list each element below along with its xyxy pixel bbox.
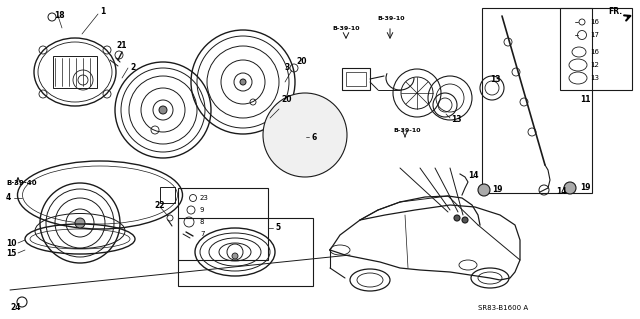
Bar [342, 68, 370, 90]
Bar [178, 188, 268, 260]
Text: 21: 21 [116, 41, 127, 49]
Bar [560, 8, 632, 90]
Text: 17: 17 [590, 32, 599, 38]
Text: B-39-10: B-39-10 [377, 16, 404, 20]
Text: 19: 19 [580, 183, 591, 192]
Text: B-39-10: B-39-10 [393, 128, 420, 132]
Circle shape [263, 93, 347, 177]
Circle shape [564, 182, 576, 194]
Text: 19: 19 [492, 186, 502, 195]
Circle shape [240, 79, 246, 85]
Text: 9: 9 [200, 207, 205, 213]
Text: B-39-40: B-39-40 [6, 180, 36, 186]
Text: 15: 15 [6, 249, 17, 257]
Text: 20: 20 [296, 57, 307, 66]
Text: 23: 23 [200, 195, 209, 201]
Text: 2: 2 [130, 63, 135, 72]
Text: 13: 13 [451, 115, 461, 124]
Text: 11: 11 [580, 95, 591, 105]
Text: 10: 10 [6, 239, 17, 248]
Text: 16: 16 [590, 19, 599, 25]
Text: 4: 4 [6, 194, 12, 203]
Circle shape [454, 215, 460, 221]
Text: 14: 14 [556, 188, 566, 197]
Text: 13: 13 [590, 75, 599, 81]
Bar [346, 72, 366, 86]
Text: 16: 16 [590, 49, 599, 55]
Circle shape [478, 184, 490, 196]
Text: 18: 18 [54, 11, 65, 19]
Text: 13: 13 [490, 76, 500, 85]
Text: 5: 5 [275, 224, 280, 233]
Text: 20: 20 [281, 95, 291, 105]
Text: 12: 12 [590, 62, 599, 68]
Bar [178, 218, 313, 286]
Circle shape [462, 217, 468, 223]
Text: 14: 14 [468, 170, 479, 180]
Text: B-39-10: B-39-10 [332, 26, 360, 31]
Bar [482, 8, 592, 193]
Bar [53, 56, 97, 88]
Text: 6: 6 [311, 133, 316, 143]
Circle shape [159, 106, 167, 114]
Bar [160, 187, 175, 203]
Text: 1: 1 [100, 8, 105, 17]
Text: 8: 8 [200, 219, 205, 225]
Text: SR83-B1600 A: SR83-B1600 A [478, 305, 528, 311]
Circle shape [232, 253, 238, 259]
Text: FR.: FR. [608, 8, 622, 17]
Text: 7: 7 [200, 231, 205, 237]
Circle shape [75, 218, 85, 228]
Text: 24: 24 [10, 303, 20, 313]
Text: 3: 3 [285, 63, 291, 72]
Text: 22: 22 [154, 201, 164, 210]
